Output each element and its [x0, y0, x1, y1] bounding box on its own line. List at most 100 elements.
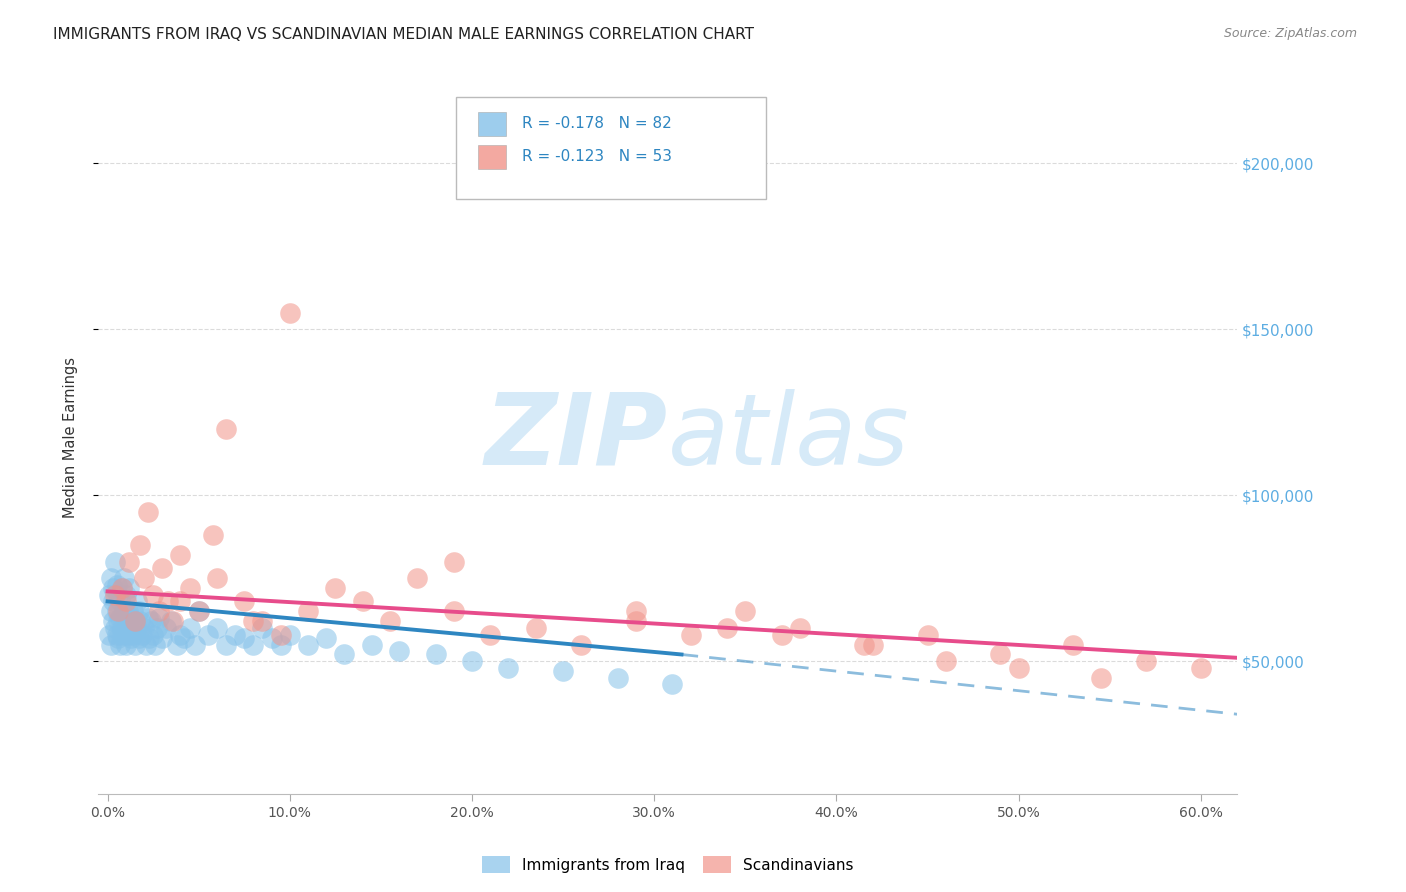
Y-axis label: Median Male Earnings: Median Male Earnings	[63, 357, 77, 517]
Point	[110, 611, 132, 625]
Point	[114, 588, 136, 602]
Point	[117, 627, 139, 641]
Point	[100, 638, 122, 652]
Point	[122, 604, 145, 618]
Point	[114, 638, 136, 652]
Point	[187, 604, 209, 618]
Point	[224, 627, 246, 641]
Point	[242, 638, 264, 652]
Point	[118, 581, 141, 595]
Point	[862, 638, 884, 652]
Point	[1090, 671, 1112, 685]
Text: R = -0.123   N = 53: R = -0.123 N = 53	[522, 149, 672, 164]
Text: IMMIGRANTS FROM IRAQ VS SCANDINAVIAN MEDIAN MALE EARNINGS CORRELATION CHART: IMMIGRANTS FROM IRAQ VS SCANDINAVIAN MED…	[53, 27, 755, 42]
Point	[606, 671, 628, 685]
Point	[124, 638, 146, 652]
Point	[202, 528, 225, 542]
Point	[179, 621, 201, 635]
Point	[120, 631, 142, 645]
Point	[789, 621, 811, 635]
Point	[120, 611, 142, 625]
Point	[169, 548, 191, 562]
Point	[187, 604, 209, 618]
Point	[114, 611, 136, 625]
Point	[110, 594, 132, 608]
Point	[270, 627, 292, 641]
Point	[252, 621, 274, 635]
Point	[443, 555, 465, 569]
Point	[105, 627, 128, 641]
Point	[128, 631, 150, 645]
Point	[150, 631, 173, 645]
Point	[155, 621, 177, 635]
Point	[479, 627, 502, 641]
Point	[215, 638, 238, 652]
Point	[111, 621, 134, 635]
Point	[173, 631, 195, 645]
Point	[360, 638, 382, 652]
Point	[136, 505, 159, 519]
Point	[233, 631, 256, 645]
Point	[315, 631, 337, 645]
Point	[124, 615, 146, 629]
Point	[129, 615, 152, 629]
Point	[104, 621, 127, 635]
Point	[679, 627, 702, 641]
Point	[131, 627, 153, 641]
Point	[104, 588, 127, 602]
Point	[197, 627, 219, 641]
Point	[105, 604, 128, 618]
Point	[569, 638, 592, 652]
Point	[111, 581, 134, 595]
Point	[297, 638, 319, 652]
Point	[160, 615, 183, 629]
Point	[524, 621, 547, 635]
Point	[242, 615, 264, 629]
Point	[770, 627, 793, 641]
Point	[128, 604, 150, 618]
Point	[179, 581, 201, 595]
Point	[297, 604, 319, 618]
Point	[352, 594, 374, 608]
Point	[278, 627, 301, 641]
Point	[141, 615, 163, 629]
Point	[205, 571, 228, 585]
Point	[716, 621, 738, 635]
Point	[498, 661, 520, 675]
Point	[112, 571, 135, 585]
Point	[215, 422, 238, 436]
Point	[135, 638, 157, 652]
Point	[111, 627, 134, 641]
Point	[278, 305, 301, 319]
Text: ZIP: ZIP	[485, 389, 668, 485]
Point	[129, 538, 152, 552]
Point	[734, 604, 756, 618]
Point	[935, 654, 957, 668]
Point	[142, 627, 165, 641]
Point	[107, 604, 129, 618]
Point	[1007, 661, 1029, 675]
Point	[107, 615, 129, 629]
Point	[132, 571, 155, 585]
Point	[624, 615, 647, 629]
Point	[124, 615, 146, 629]
Point	[136, 611, 159, 625]
Point	[406, 571, 429, 585]
Legend: Immigrants from Iraq, Scandinavians: Immigrants from Iraq, Scandinavians	[477, 850, 859, 879]
Point	[150, 561, 173, 575]
Point	[125, 594, 148, 608]
Point	[100, 571, 122, 585]
Point	[624, 604, 647, 618]
Point	[1189, 661, 1212, 675]
Point	[142, 588, 165, 602]
Point	[443, 604, 465, 618]
Point	[138, 631, 160, 645]
Point	[260, 631, 283, 645]
Point	[118, 621, 141, 635]
Point	[333, 648, 356, 662]
Point	[112, 604, 135, 618]
Point	[101, 594, 124, 608]
Text: Source: ZipAtlas.com: Source: ZipAtlas.com	[1223, 27, 1357, 40]
Point	[98, 627, 121, 641]
Point	[105, 578, 128, 592]
